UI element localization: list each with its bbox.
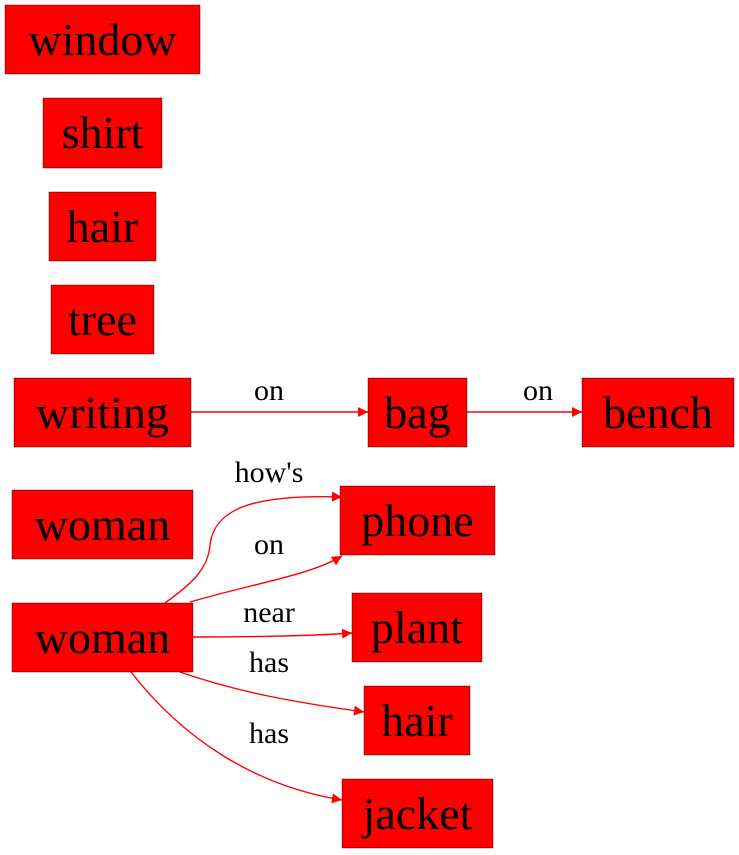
edge-woman-phone-on: on [189,528,343,603]
node-box [4,4,201,75]
edge-bag-bench: on [467,374,582,417]
edge-line [179,671,365,716]
node-phone: phone [339,485,496,556]
node-box [351,592,483,663]
node-jacket: jacket [341,778,494,849]
edge-line [164,491,343,604]
edge-label: on [254,374,284,407]
node-label: bench [603,387,713,438]
node-tree: tree [50,284,155,355]
node-box [50,284,155,355]
node-label: hair [67,201,139,252]
node-box [341,778,494,849]
node-box [581,377,735,448]
node-bench: bench [581,377,735,448]
node-label: tree [68,294,137,345]
node-box [48,191,157,262]
node-writing: writing [13,377,192,448]
edge-woman-plant: near [192,596,353,639]
edge-line [189,555,343,603]
node-box [339,485,496,556]
edge-label: how's [235,456,304,489]
node-plant: plant [351,592,483,663]
node-box [363,685,471,756]
node-label: shirt [62,107,144,158]
edge-writing-bag: on [191,374,368,417]
node-label: hair [381,695,453,746]
node-label: phone [361,495,473,546]
node-window: window [4,4,201,75]
node-box [367,377,468,448]
node-label: writing [36,387,169,438]
node-hair-2: hair [363,685,471,756]
node-label: woman [35,612,170,663]
edge-label: near [243,596,295,629]
edge-line [130,671,343,804]
node-box [11,489,194,560]
edge-woman-hair: has [179,646,365,716]
node-box [13,377,192,448]
node-label: jacket [361,788,473,839]
node-label: window [28,14,177,65]
node-box [11,602,194,673]
node-shirt: shirt [42,97,163,169]
edge-line [192,628,353,639]
edge-label: has [249,717,289,750]
edge-label: on [254,528,284,561]
node-woman-2: woman [11,602,194,673]
node-bag: bag [367,377,468,448]
edge-woman-jacket: has [130,671,343,804]
node-label: woman [35,499,170,550]
node-box [42,97,163,169]
edge-label: has [249,646,289,679]
node-label: plant [371,602,463,653]
edge-label: on [523,374,553,407]
node-hair-1: hair [48,191,157,262]
node-woman-1: woman [11,489,194,560]
edge-woman-phone-hows: how's [164,456,343,604]
node-label: bag [384,387,450,438]
